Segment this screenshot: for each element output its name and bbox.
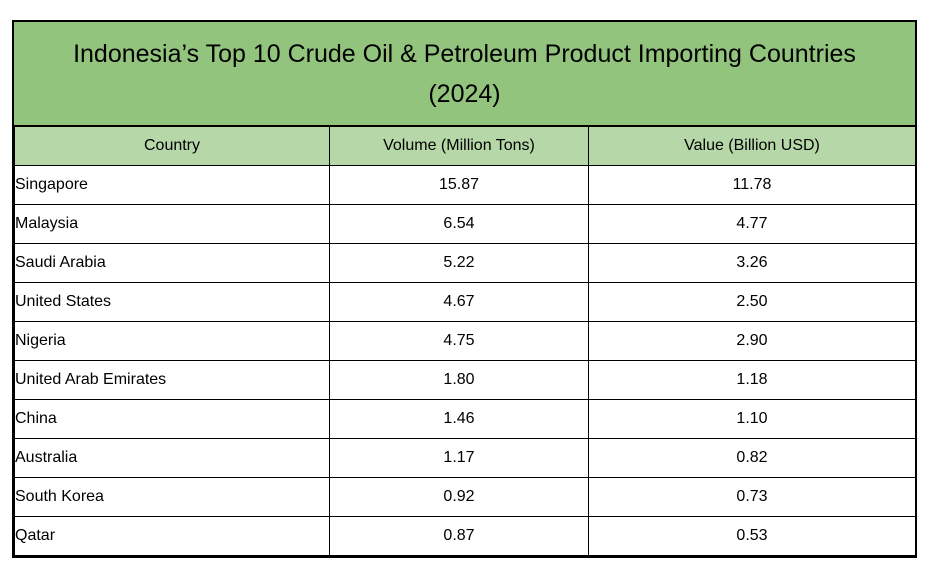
value-cell: 1.10 (588, 399, 916, 439)
volume-cell: 4.67 (329, 282, 589, 322)
value-cell: 3.26 (588, 243, 916, 283)
table-row: South Korea 0.92 0.73 (14, 477, 916, 517)
table-title-banner: Indonesia’s Top 10 Crude Oil & Petroleum… (14, 22, 915, 126)
table-title-line2: (2024) (428, 79, 501, 108)
volume-cell: 4.75 (329, 321, 589, 361)
volume-cell: 0.87 (329, 516, 589, 556)
value-cell: 2.90 (588, 321, 916, 361)
table-row: Qatar 0.87 0.53 (14, 516, 916, 556)
column-header-value: Value (Billion USD) (588, 126, 916, 166)
value-cell: 4.77 (588, 204, 916, 244)
data-table: Country Volume (Million Tons) Value (Bil… (14, 126, 916, 556)
country-cell: Malaysia (14, 204, 330, 244)
value-cell: 2.50 (588, 282, 916, 322)
country-cell: South Korea (14, 477, 330, 517)
table-row: United Arab Emirates 1.80 1.18 (14, 360, 916, 400)
value-cell: 1.18 (588, 360, 916, 400)
import-table: Indonesia’s Top 10 Crude Oil & Petroleum… (12, 20, 917, 558)
volume-cell: 15.87 (329, 165, 589, 205)
country-cell: China (14, 399, 330, 439)
country-cell: Saudi Arabia (14, 243, 330, 283)
value-cell: 11.78 (588, 165, 916, 205)
table-row: Malaysia 6.54 4.77 (14, 204, 916, 244)
value-cell: 0.73 (588, 477, 916, 517)
country-cell: Singapore (14, 165, 330, 205)
column-header-country: Country (14, 126, 330, 166)
value-cell: 0.53 (588, 516, 916, 556)
country-cell: Nigeria (14, 321, 330, 361)
volume-cell: 0.92 (329, 477, 589, 517)
column-header-volume: Volume (Million Tons) (329, 126, 589, 166)
table-row: Singapore 15.87 11.78 (14, 165, 916, 205)
table-title-line1: Indonesia’s Top 10 Crude Oil & Petroleum… (73, 39, 856, 68)
table-row: Australia 1.17 0.82 (14, 438, 916, 478)
volume-cell: 5.22 (329, 243, 589, 283)
volume-cell: 1.80 (329, 360, 589, 400)
country-cell: United Arab Emirates (14, 360, 330, 400)
volume-cell: 6.54 (329, 204, 589, 244)
country-cell: United States (14, 282, 330, 322)
table-row: United States 4.67 2.50 (14, 282, 916, 322)
table-row: China 1.46 1.10 (14, 399, 916, 439)
country-cell: Qatar (14, 516, 330, 556)
volume-cell: 1.17 (329, 438, 589, 478)
table-row: Saudi Arabia 5.22 3.26 (14, 243, 916, 283)
value-cell: 0.82 (588, 438, 916, 478)
header-row: Country Volume (Million Tons) Value (Bil… (14, 126, 916, 166)
table-row: Nigeria 4.75 2.90 (14, 321, 916, 361)
volume-cell: 1.46 (329, 399, 589, 439)
country-cell: Australia (14, 438, 330, 478)
